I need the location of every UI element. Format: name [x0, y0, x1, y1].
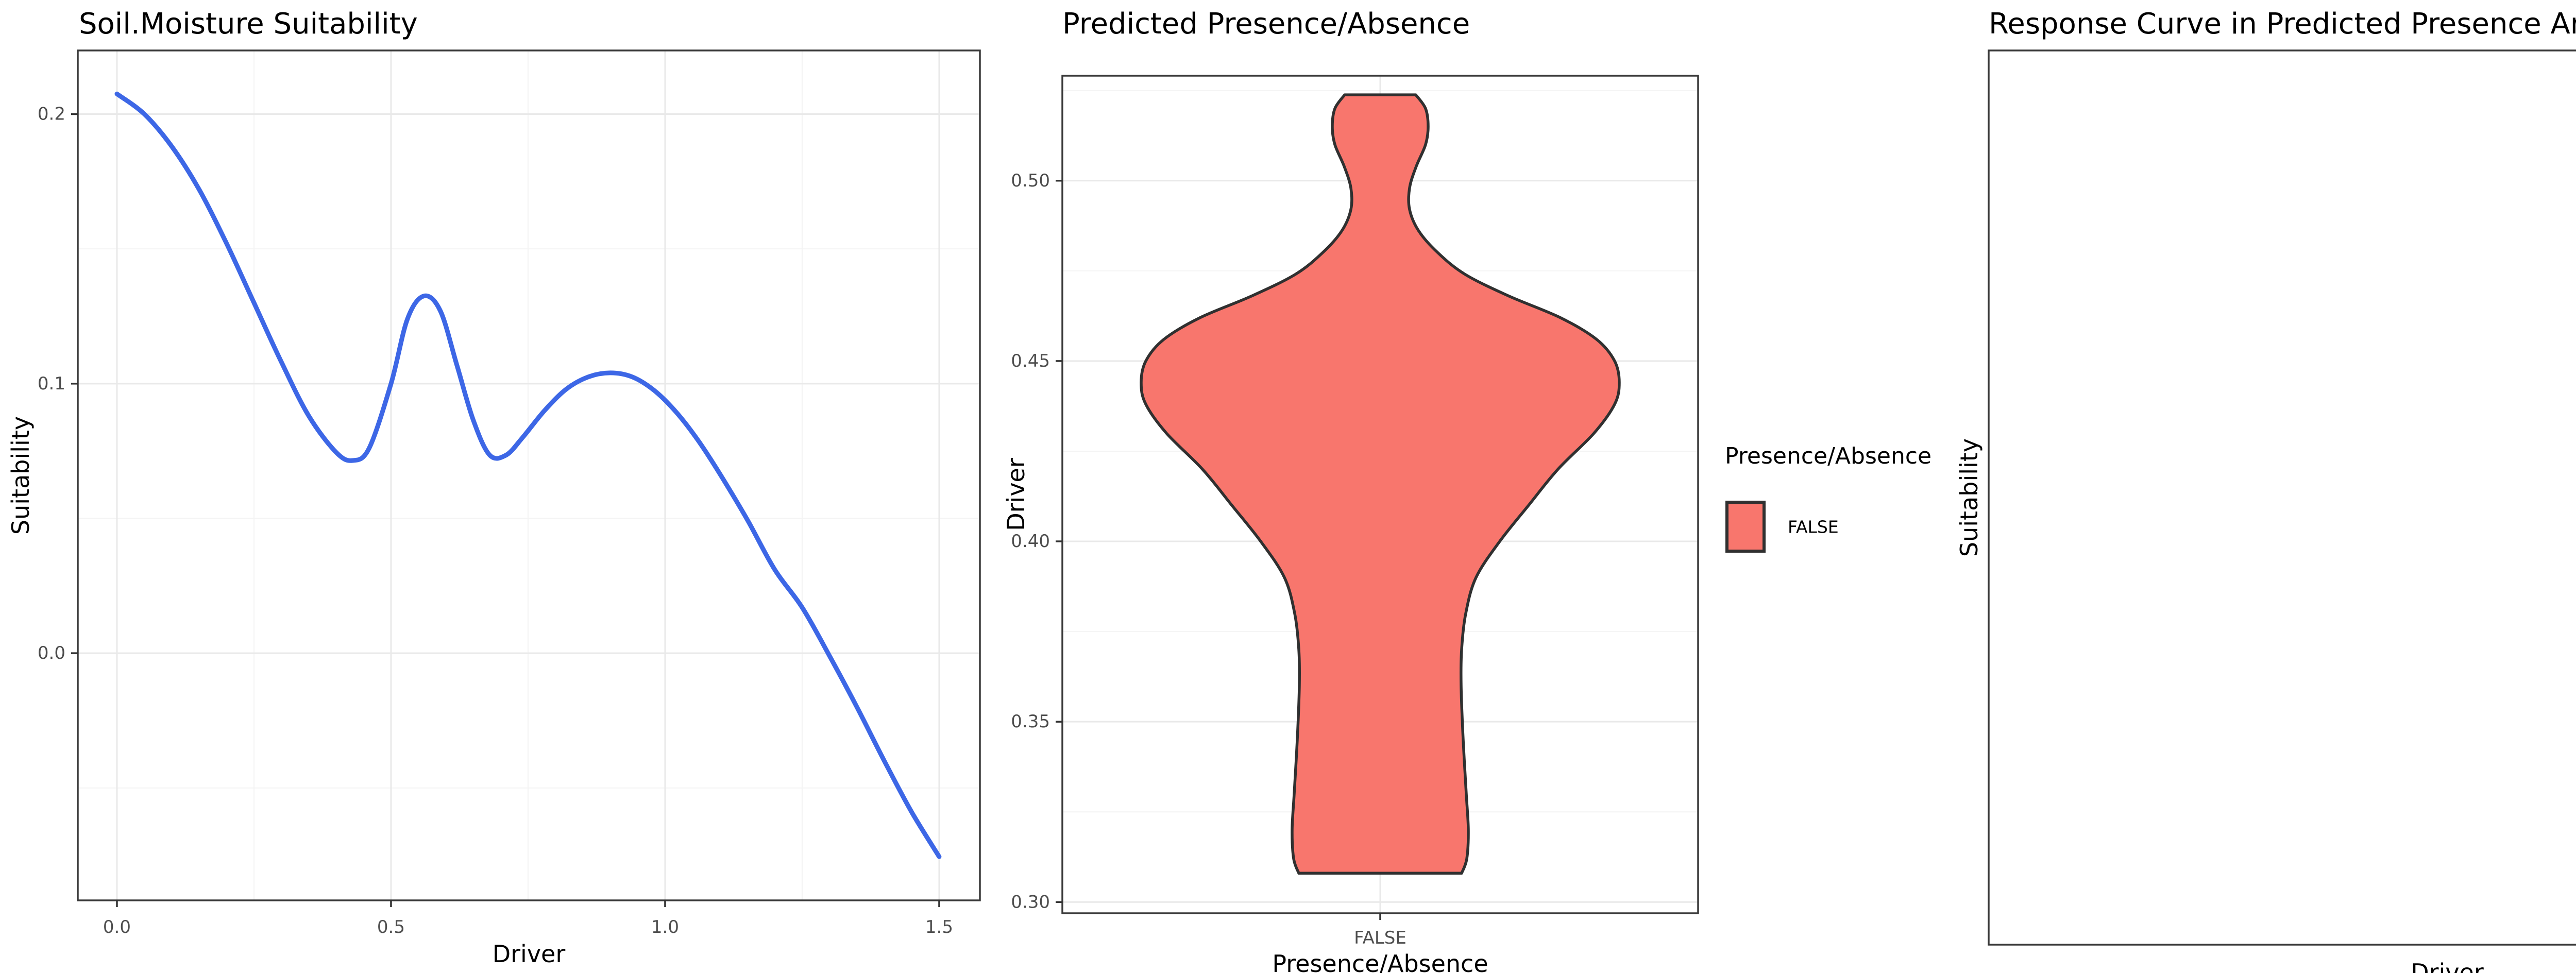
- x-axis-title: Driver: [493, 940, 566, 968]
- violin-shape: [1140, 93, 1621, 875]
- y-tick-label: 0.0: [38, 643, 65, 663]
- x-axis-title: Driver: [2411, 959, 2484, 973]
- y-tick-label: 0.50: [1011, 170, 1050, 191]
- panel-border: [1988, 49, 2576, 946]
- x-tick-label: 0.0: [103, 917, 131, 937]
- y-axis-title: Suitability: [7, 416, 35, 535]
- x-axis-title: Presence/Absence: [1272, 950, 1488, 973]
- legend-title: Presence/Absence: [1725, 443, 1931, 469]
- panel-background: [1989, 50, 2576, 945]
- x-tick-label: 1.0: [651, 917, 679, 937]
- panel3-title: Response Curve in Predicted Presence Are…: [1989, 7, 2576, 41]
- panel2-title: Predicted Presence/Absence: [1062, 7, 1470, 41]
- panel1-chart: 0.0 0.1 0.2 0.0 0.5 1.0 1.5 Driver Suitability: [7, 49, 981, 968]
- legend-key-swatch: [1725, 501, 1766, 553]
- panel3-chart: Driver Suitability: [1955, 49, 2576, 973]
- legend-key-label: FALSE: [1788, 517, 1839, 537]
- y-tick-label: 0.30: [1011, 892, 1050, 912]
- y-tick-label: 0.40: [1011, 531, 1050, 552]
- y-tick-label: 0.2: [38, 104, 65, 125]
- y-tick-label: 0.1: [38, 373, 65, 394]
- y-axis-title: Suitability: [1955, 438, 1983, 557]
- panel-border: [77, 49, 981, 901]
- y-tick-label: 0.35: [1011, 711, 1050, 732]
- y-tick-label: 0.45: [1011, 351, 1050, 371]
- x-tick-label: FALSE: [1354, 928, 1406, 948]
- x-tick-label: 1.5: [925, 917, 953, 937]
- x-tick-label: 0.5: [377, 917, 405, 937]
- panel2-chart: 0.300.350.400.450.50FALSEPresence/Absenc…: [1002, 75, 1931, 973]
- y-axis-title: Driver: [1002, 458, 1030, 531]
- response-curve: [114, 91, 942, 859]
- panel1-title: Soil.Moisture Suitability: [79, 7, 418, 41]
